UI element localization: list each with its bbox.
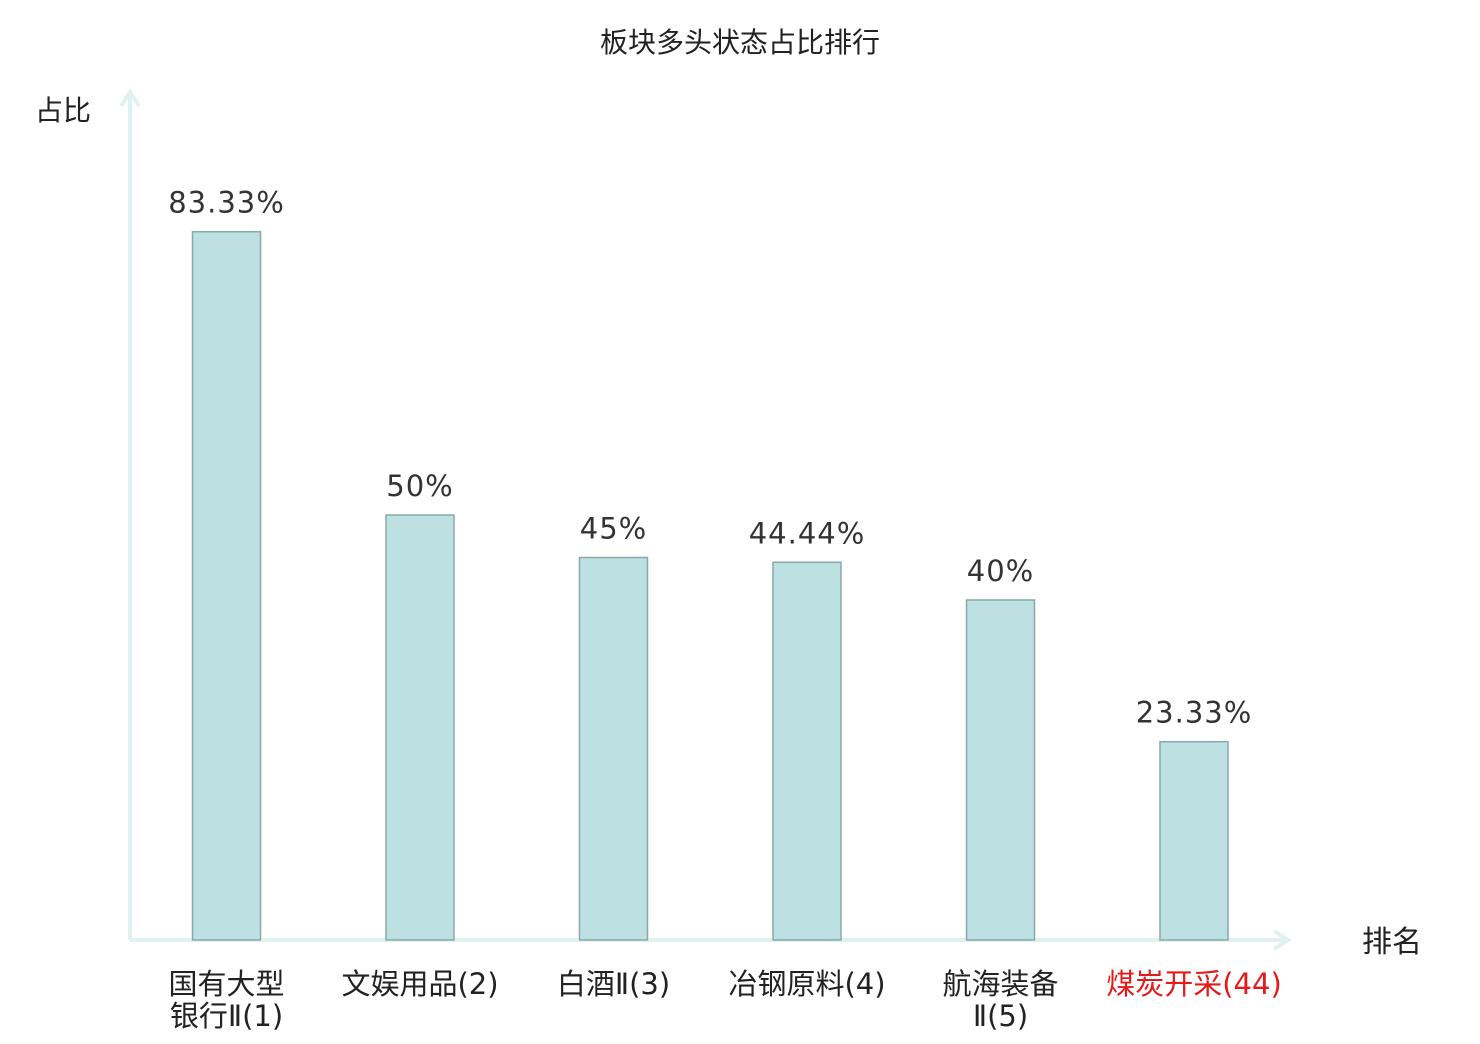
category-label: 航海装备 Ⅱ(5) bbox=[942, 967, 1058, 1033]
y-axis-arrow bbox=[119, 88, 141, 108]
value-label: 23.33% bbox=[1136, 696, 1253, 730]
category-label: 煤炭开采(44) bbox=[1106, 967, 1282, 1001]
bar bbox=[772, 561, 842, 941]
x-axis-arrow bbox=[1272, 929, 1292, 951]
value-label: 40% bbox=[967, 554, 1034, 588]
value-label: 44.44% bbox=[749, 516, 866, 550]
category-labels-group: 国有大型银行Ⅱ(1) 文娱用品(2) 白酒Ⅱ(3) 冶钢原料(4) 航海装备 Ⅱ(5) 煤炭… bbox=[168, 967, 1281, 1033]
category-label: 冶钢原料(4) bbox=[728, 967, 885, 1001]
bar bbox=[965, 599, 1036, 941]
axes bbox=[119, 88, 1292, 951]
category-label: 国有大型银行Ⅱ(1) bbox=[168, 967, 284, 1033]
value-label: 83.33% bbox=[168, 186, 285, 220]
bars-group bbox=[191, 230, 1229, 941]
category-label: 白酒Ⅱ(3) bbox=[557, 967, 670, 1001]
bar bbox=[191, 230, 262, 941]
y-axis-label: 占比 bbox=[35, 94, 91, 127]
value-label: 45% bbox=[580, 512, 647, 546]
bar bbox=[385, 514, 455, 941]
value-labels-group: 83.33% 50% 45% 44.44% 40% 23.33% bbox=[168, 186, 1253, 730]
bar bbox=[1159, 740, 1229, 941]
bar bbox=[578, 556, 649, 941]
chart-title: 板块多头状态占比排行 bbox=[600, 26, 880, 59]
value-label: 50% bbox=[386, 469, 453, 503]
category-label: 文娱用品(2) bbox=[341, 967, 498, 1001]
x-axis-label: 排名 bbox=[1362, 925, 1422, 960]
